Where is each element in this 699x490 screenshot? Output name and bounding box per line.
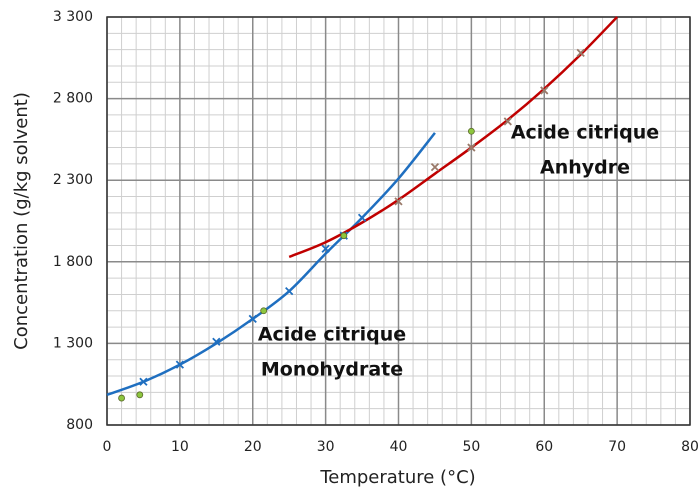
annotation: Acide citrique — [258, 324, 406, 346]
x-tick-label: 20 — [244, 439, 262, 455]
cross-marker — [139, 377, 148, 386]
x-tick-label: 30 — [317, 439, 335, 455]
y-tick-label: 1 300 — [53, 335, 93, 351]
x-tick-label: 60 — [535, 439, 553, 455]
cross-marker — [394, 197, 403, 206]
dot-marker — [467, 127, 475, 135]
x-tick-label: 80 — [681, 439, 699, 455]
x-tick-label: 10 — [171, 439, 189, 455]
x-tick-label: 0 — [103, 439, 112, 455]
annotation: Acide citrique — [511, 122, 659, 144]
annotation: Monohydrate — [261, 359, 403, 381]
dot-marker — [340, 232, 348, 240]
cross-marker — [321, 244, 330, 253]
dot-marker — [118, 394, 125, 402]
x-tick-label: 50 — [462, 439, 480, 455]
dot-marker — [136, 391, 144, 399]
cross-marker — [576, 48, 585, 58]
dot-marker — [260, 307, 268, 315]
cross-marker — [248, 314, 257, 324]
y-tick-label: 1 800 — [53, 254, 93, 270]
cross-marker — [357, 213, 367, 222]
x-axis-label: Temperature (°C) — [319, 467, 475, 488]
y-tick-label: 2 800 — [53, 91, 93, 107]
annotation: Anhydre — [540, 157, 630, 179]
cross-marker — [430, 163, 440, 172]
curve — [106, 132, 436, 396]
cross-marker — [540, 86, 549, 95]
y-axis-label: Concentration (g/kg solvent) — [11, 92, 32, 350]
y-tick-label: 800 — [66, 417, 93, 433]
cross-marker — [503, 117, 512, 126]
y-tick-label: 2 300 — [53, 172, 93, 188]
cross-marker — [467, 143, 476, 152]
cross-marker — [212, 337, 221, 346]
plot-border — [106, 16, 691, 426]
y-tick-label: 3 300 — [53, 9, 93, 25]
x-tick-label: 70 — [608, 439, 626, 455]
cross-marker — [285, 287, 294, 296]
cross-marker — [175, 360, 185, 369]
x-tick-label: 40 — [390, 439, 408, 455]
